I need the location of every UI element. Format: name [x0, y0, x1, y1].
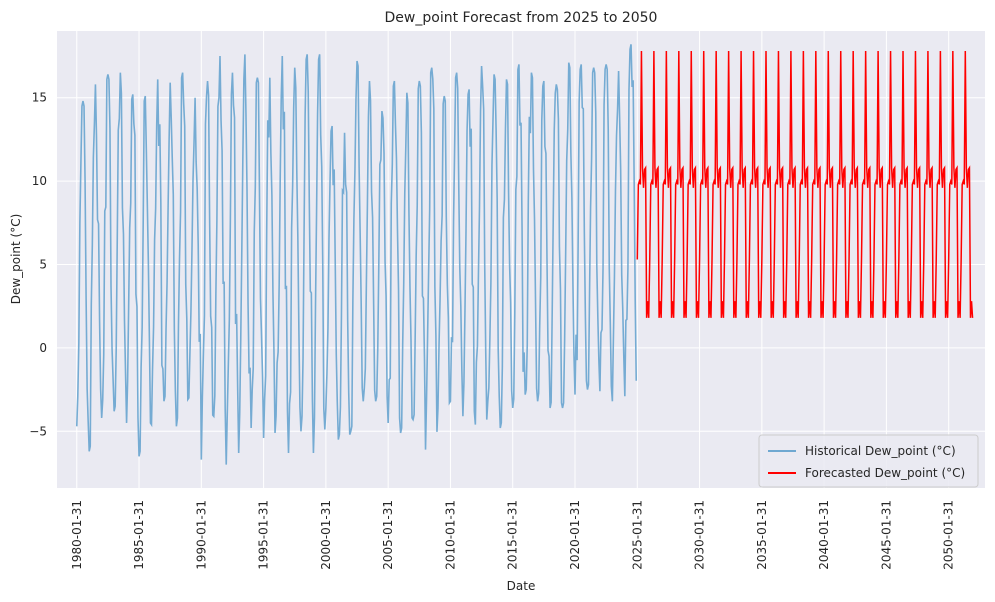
x-tick-label: 2045-01-31	[879, 500, 893, 570]
plot-area	[57, 31, 985, 488]
x-tick-label: 2020-01-31	[568, 500, 582, 570]
series-lines	[75, 44, 974, 465]
x-tick-label: 2035-01-31	[755, 500, 769, 570]
y-tick-labels: −5 0 5 10 15	[29, 91, 47, 439]
x-axis-label: Date	[507, 579, 536, 593]
x-tick-label: 1995-01-31	[257, 500, 271, 570]
series-historical-line	[75, 44, 638, 465]
x-tick-label: 2030-01-31	[693, 500, 707, 570]
x-tick-labels: 1980-01-31 1985-01-31 1990-01-31 1995-01-31…	[70, 500, 956, 570]
x-tick-label: 2000-01-31	[319, 500, 333, 570]
y-tick-label: 0	[39, 341, 47, 355]
x-tick-label: 2040-01-31	[817, 500, 831, 570]
y-tick-label: 5	[39, 258, 47, 272]
chart-title: Dew_point Forecast from 2025 to 2050	[385, 10, 658, 26]
x-tick-label: 2050-01-31	[942, 500, 956, 570]
x-tick-label: 2025-01-31	[630, 500, 644, 570]
x-tick-label: 1980-01-31	[70, 500, 84, 570]
y-axis-label: Dew_point (°C)	[9, 214, 23, 305]
y-tick-label: −5	[29, 424, 47, 438]
x-tick-label: 1985-01-31	[132, 500, 146, 570]
legend: Historical Dew_point (°C) Forecasted Dew…	[758, 434, 979, 488]
legend-box	[758, 434, 979, 488]
series-forecast-line	[636, 51, 974, 318]
x-tick-label: 2005-01-31	[381, 500, 395, 570]
x-tick-label: 1990-01-31	[194, 500, 208, 570]
x-tick-label: 2015-01-31	[506, 500, 520, 570]
legend-label-forecast: Forecasted Dew_point (°C)	[805, 466, 965, 480]
y-tick-label: 15	[32, 91, 47, 105]
legend-label-historical: Historical Dew_point (°C)	[805, 444, 956, 458]
x-tick-label: 2010-01-31	[443, 500, 457, 570]
y-tick-label: 10	[32, 174, 47, 188]
